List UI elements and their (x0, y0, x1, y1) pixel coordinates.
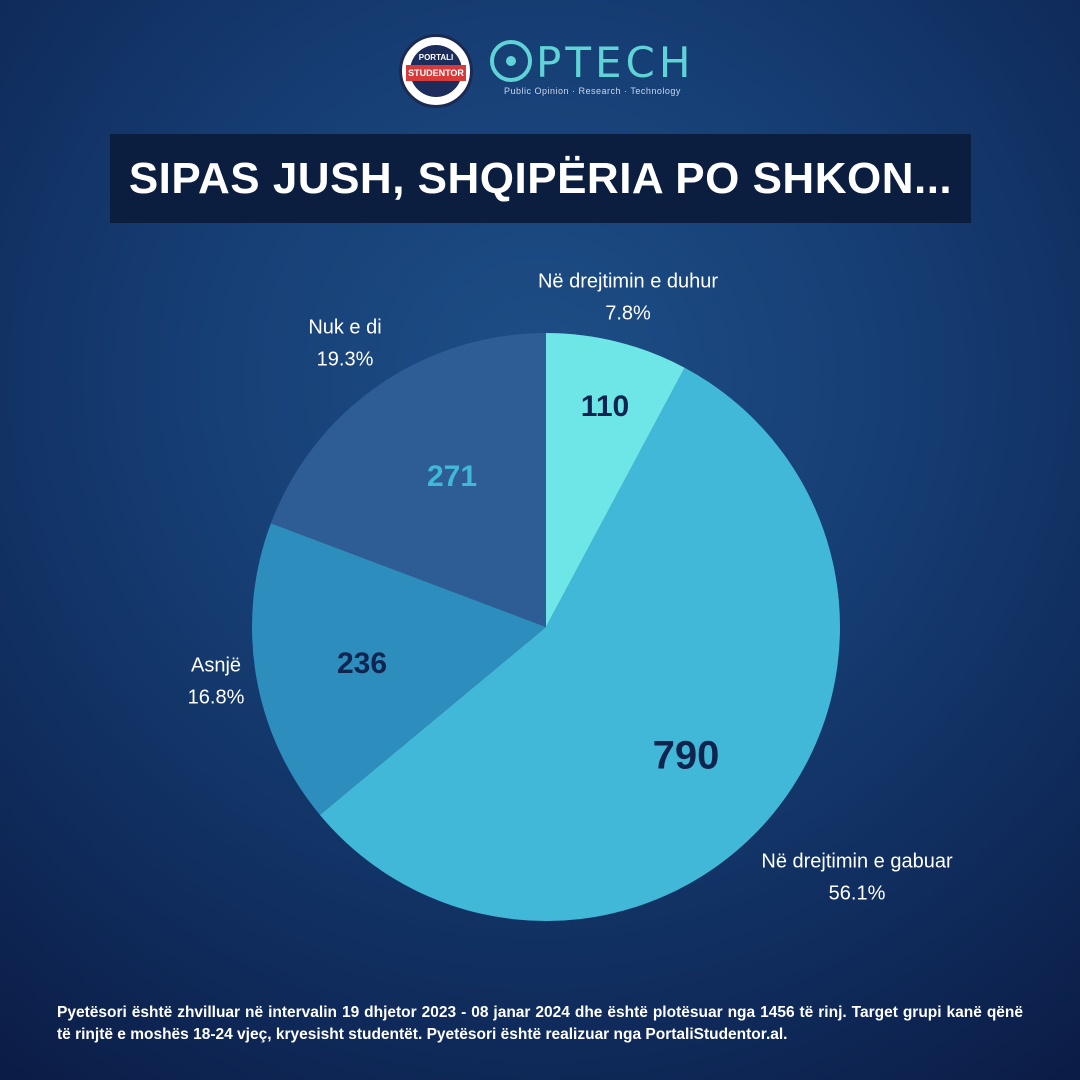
optech-tagline: Public Opinion · Research · Technology (504, 86, 681, 96)
slice-percent-label: 56.1% (829, 882, 886, 904)
slice-value-label: 790 (653, 734, 720, 778)
slice-category-label: Asnjë (191, 654, 241, 676)
slice-percent-label: 16.8% (188, 686, 245, 708)
slice-value-label: 236 (337, 647, 387, 680)
logo-bar: PORTALI STUDENTOR PTECH Public Opinion ·… (0, 28, 1080, 108)
pie-slice (319, 367, 840, 921)
optech-wordmark: PTECH (536, 38, 695, 87)
slice-category-label: Në drejtimin e duhur (538, 270, 718, 292)
page-title: SIPAS JUSH, SHQIPËRIA PO SHKON... (128, 154, 953, 203)
pie-slice (251, 523, 546, 815)
slice-category-label: Nuk e di (308, 316, 381, 338)
slice-percent-label: 7.8% (605, 302, 651, 324)
portali-studentor-logo: PORTALI STUDENTOR (399, 34, 473, 108)
title-banner: SIPAS JUSH, SHQIPËRIA PO SHKON... (110, 134, 971, 223)
pie-slice (546, 333, 685, 627)
pie-slice (270, 333, 546, 627)
slice-value-label: 110 (581, 390, 629, 423)
badge-top-text: PORTALI (418, 53, 454, 62)
footnote: Pyetësori është zhvilluar në intervalin … (57, 1004, 1023, 1043)
slice-category-label: Në drejtimin e gabuar (761, 850, 953, 872)
optech-o-icon (490, 40, 532, 82)
badge-band-text: STUDENTOR (406, 65, 466, 81)
slice-value-label: 271 (427, 460, 477, 493)
slice-percent-label: 19.3% (317, 348, 374, 370)
